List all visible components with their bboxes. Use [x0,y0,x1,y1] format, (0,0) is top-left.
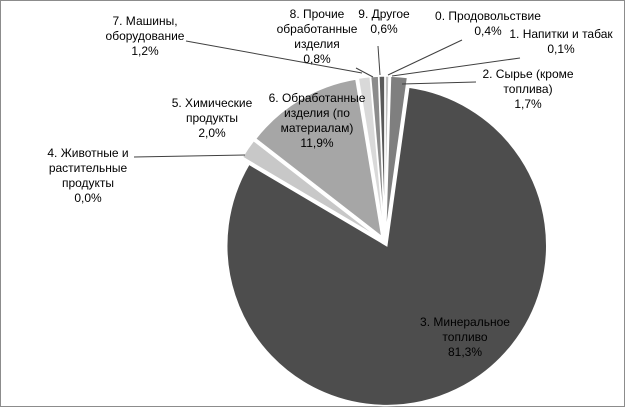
slice-label-9-line-0: 9. Другое [358,7,410,21]
slice-label-5: 5. Химические продукты 2,0% [172,96,253,140]
slice-label-8-line-3: 0,8% [303,52,331,66]
slice-label-6: 6. Обработанные изделия (по материалам) 11,… [269,91,366,150]
slice-label-9-line-1: 0,6% [370,22,398,36]
slice-label-5-line-2: 2,0% [198,126,226,140]
leader-line-8 [355,67,374,78]
slice-label-1: 1. Напитки и табак 0,1% [509,27,613,56]
leader-line-0 [387,39,463,76]
slice-label-3-line-2: 81,3% [448,345,482,359]
pie-slice-6 [254,78,383,239]
slice-label-7-line-0: 7. Машины, [112,14,177,28]
slice-label-8-line-0: 8. Прочие [290,7,345,21]
slice-label-4-line-2: продукты [62,176,114,190]
leader-line-7 [185,40,363,74]
slice-label-3-line-1: топливо [442,330,487,344]
slice-label-5-line-0: 5. Химические [172,96,253,110]
slice-label-6-line-2: материалам) [281,121,354,135]
leader-line-9 [377,45,381,76]
slice-label-1-line-1: 0,1% [547,42,575,56]
pie-slice-2 [384,75,409,237]
slice-label-2: 2. Сырье (кроме топлива) 1,7% [482,67,573,111]
slice-label-6-line-1: изделия (по [284,106,350,120]
slice-label-8-line-1: обработанные [277,22,358,36]
slice-label-4-line-3: 0,0% [74,191,102,205]
slice-label-7: 7. Машины, оборудование 1,2% [106,14,185,58]
leader-line-1 [391,57,521,77]
slice-label-6-line-0: 6. Обработанные [269,91,366,105]
slice-label-8: 8. Прочие обработанные изделия 0,8% [277,7,358,66]
slice-label-2-line-1: топлива) [503,82,552,96]
pie-slice-5 [241,139,381,240]
slice-label-0-line-1: 0,4% [474,24,502,38]
slice-label-3: 3. Минеральное топливо 81,3% [420,315,510,359]
leader-line-4 [133,154,246,158]
slice-label-5-line-1: продукты [186,111,238,125]
pie-slice-9 [378,75,386,237]
slice-labels: 0. Продовольствие 0,4% 1. Напитки и табак 0… [47,7,613,359]
slice-label-4-line-1: растительные [49,161,128,175]
pie-slices [225,75,548,407]
slice-label-3-line-0: 3. Минеральное [420,315,510,329]
pie-slice-3 [225,86,548,407]
leader-lines [133,39,521,158]
slice-label-1-line-0: 1. Напитки и табак [509,27,613,41]
slice-label-8-line-2: изделия [294,37,339,51]
slice-label-2-line-0: 2. Сырье (кроме [482,67,573,81]
slice-label-7-line-1: оборудование [106,29,185,43]
slice-label-4: 4. Животные и растительные продукты 0,0% [47,146,128,205]
slice-label-6-line-3: 11,9% [300,136,333,150]
slice-label-0: 0. Продовольствие 0,4% [435,9,541,38]
slice-label-9: 9. Другое 0,6% [358,7,410,36]
slice-label-2-line-2: 1,7% [514,97,542,111]
slice-label-7-line-2: 1,2% [131,44,159,58]
slice-label-0-line-0: 0. Продовольствие [435,9,541,23]
slice-label-4-line-0: 4. Животные и [47,146,128,160]
leader-line-2 [401,81,477,85]
